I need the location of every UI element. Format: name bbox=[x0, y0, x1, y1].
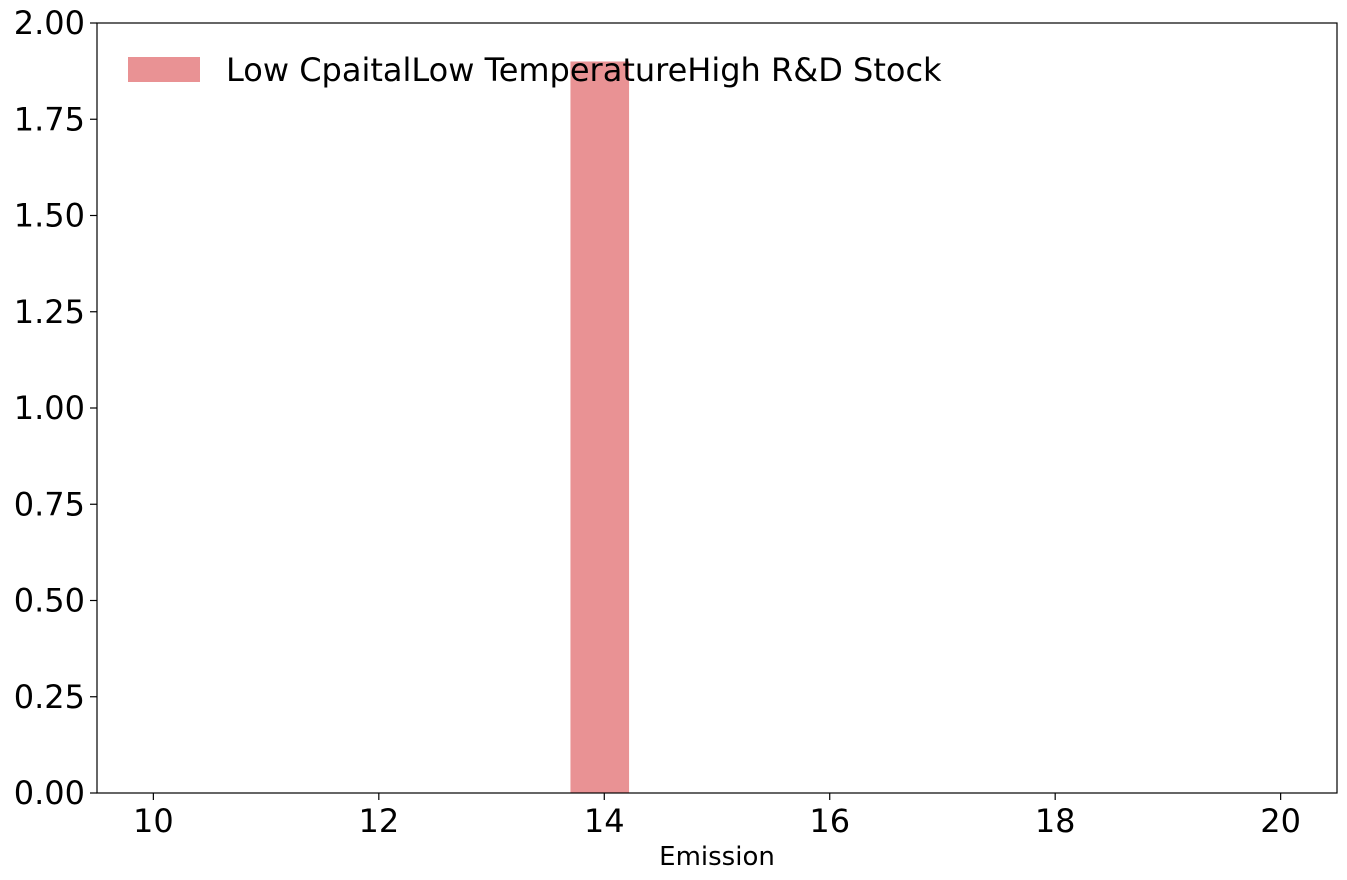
legend-swatch bbox=[128, 57, 200, 82]
x-tick-label: 14 bbox=[584, 802, 625, 840]
y-tick-label: 2.00 bbox=[14, 4, 85, 42]
histogram-bar bbox=[570, 61, 630, 793]
legend-label: Low CpaitalLow TemperatureHigh R&D Stock bbox=[226, 51, 942, 89]
y-tick-label: 1.00 bbox=[14, 389, 85, 427]
y-tick-label: 1.25 bbox=[14, 293, 85, 331]
bars-layer bbox=[570, 61, 630, 793]
x-tick-label: 10 bbox=[133, 802, 174, 840]
legend: Low CpaitalLow TemperatureHigh R&D Stock bbox=[128, 51, 942, 89]
plot-frame bbox=[96, 22, 1338, 794]
axes-layer: 10 12 14 16 18 20 0.00 0.25 0.50 0.75 1.00 1.25 1.50… bbox=[14, 4, 1338, 840]
x-tick-label: 16 bbox=[809, 802, 850, 840]
x-axis-title: Emission bbox=[659, 842, 775, 872]
x-tick-label: 20 bbox=[1260, 802, 1301, 840]
y-tick-label: 1.50 bbox=[14, 197, 85, 235]
x-tick-label: 12 bbox=[358, 802, 399, 840]
y-tick-label: 0.75 bbox=[14, 485, 85, 523]
y-tick-label: 0.25 bbox=[14, 678, 85, 716]
y-tick-label: 1.75 bbox=[14, 100, 85, 138]
y-tick-label: 0.00 bbox=[14, 774, 85, 812]
x-tick-label: 18 bbox=[1035, 802, 1076, 840]
y-tick-label: 0.50 bbox=[14, 582, 85, 620]
